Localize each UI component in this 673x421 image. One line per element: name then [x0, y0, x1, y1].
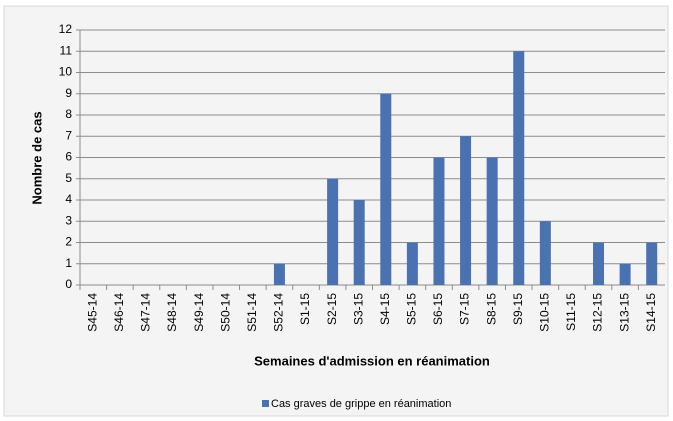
x-tick-label: S10-15 [538, 293, 552, 332]
x-tick-label: S12-15 [591, 293, 605, 332]
y-tick-label: 3 [65, 213, 72, 227]
x-tick-label: S47-14 [139, 293, 153, 332]
x-tick-label: S1-15 [298, 293, 312, 325]
bar [513, 51, 525, 285]
x-tick-label: S52-14 [272, 293, 286, 332]
legend-swatch [262, 400, 269, 407]
x-tick-label: S5-15 [405, 293, 419, 325]
y-tick-label: 10 [59, 65, 73, 79]
bar [539, 221, 551, 285]
x-tick-label: S51-14 [245, 293, 259, 332]
y-tick-label: 11 [60, 43, 73, 57]
x-tick-label: S9-15 [511, 293, 525, 325]
y-tick-label: 1 [65, 256, 72, 270]
legend-label: Cas graves de grippe en réanimation [271, 398, 451, 410]
bar [460, 136, 472, 285]
bar [486, 157, 498, 285]
bar [380, 93, 392, 285]
bar [353, 200, 365, 285]
x-tick-label: S14-15 [644, 293, 658, 332]
bar [273, 263, 285, 285]
x-axis-title: Semaines d'admission en réanimation [254, 353, 490, 368]
x-tick-label: S46-14 [112, 293, 126, 332]
y-tick-label: 4 [65, 192, 72, 206]
x-tick-label: S49-14 [192, 293, 206, 332]
x-tick-label: S2-15 [325, 293, 339, 325]
x-tick-label: S13-15 [617, 293, 631, 332]
x-tick-label: S7-15 [458, 293, 472, 325]
x-tick-label: S11-15 [564, 293, 578, 331]
x-tick-label: S45-14 [85, 293, 99, 332]
bar [646, 242, 658, 285]
x-tick-label: S6-15 [431, 293, 445, 325]
y-tick-label: 2 [65, 235, 72, 249]
bar [619, 263, 631, 285]
x-tick-label: S48-14 [165, 293, 179, 332]
bar [433, 157, 445, 285]
bar [406, 242, 418, 285]
y-tick-label: 7 [65, 128, 72, 142]
y-tick-label: 5 [65, 171, 72, 185]
x-tick-label: S3-15 [351, 293, 365, 325]
y-tick-label: 9 [65, 86, 72, 100]
x-tick-label: S8-15 [484, 293, 498, 325]
y-tick-label: 6 [65, 150, 72, 164]
y-tick-label: 0 [65, 277, 72, 291]
bar [327, 178, 339, 285]
y-axis-title: Nombre de cas [29, 111, 44, 204]
y-tick-label: 12 [59, 22, 73, 36]
x-tick-label: S4-15 [378, 293, 392, 325]
bar [593, 242, 605, 285]
x-tick-label: S50-14 [218, 293, 232, 332]
y-tick-label: 8 [65, 107, 72, 121]
